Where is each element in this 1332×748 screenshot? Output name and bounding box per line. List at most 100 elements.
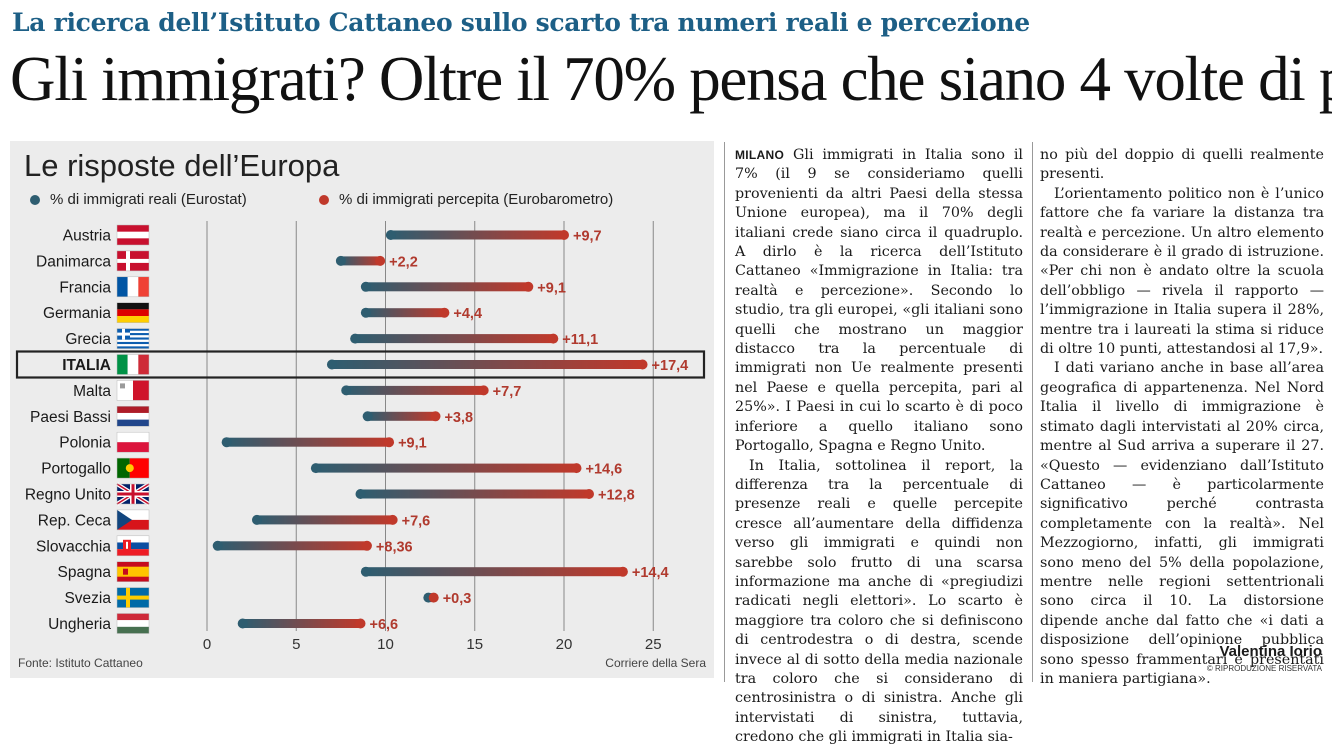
flag-part [138,354,149,375]
article-paragraph: L’orientamento politico non è l’unico fa… [1040,185,1324,358]
gap-label: +14,4 [632,565,669,581]
gap-bar [390,230,564,240]
gap-bar [331,360,643,369]
gap-bar [226,437,390,447]
real-value-point [237,618,248,629]
flag-border [116,561,150,582]
chart-credit: Corriere della Sera [605,656,706,670]
flag-part [117,330,149,334]
country-label: Spagna [58,564,112,581]
x-tick-label: 5 [292,636,300,653]
gap-label: +7,7 [493,384,522,400]
gap-bar [242,619,361,628]
x-tick-label: 20 [556,636,573,653]
austria-flag-icon [116,224,150,246]
chart-infographic: 0 5 10 15 20 25 Austria +9,7 Danimarca +2,2 Franci… [10,141,714,678]
legend-perceived: % di immigrati percepita (Eurobarometro) [319,191,613,208]
gap-bar [346,385,484,395]
sweden-flag-icon [116,587,150,608]
gap-label: +14,6 [585,462,622,478]
country-label: Paesi Bassi [30,409,111,426]
country-label: ITALIA [62,357,111,374]
x-tick-label: 10 [377,636,394,653]
article-paragraph: I dati variano anche in base all’area ge… [1040,360,1324,687]
flag-border [116,431,150,453]
flag-part [117,492,149,496]
dateline: MILANO [735,148,785,162]
real-value-point [212,540,223,551]
flag-part [117,626,149,634]
country-label: Svezia [64,590,111,607]
spain-flag-icon [116,561,150,582]
country-label: Danimarca [36,253,111,270]
gap-label: +17,4 [652,358,689,374]
flag-part [117,309,149,317]
perceived-value-point [637,359,648,370]
flag-part [117,613,149,621]
country-label: Portogallo [41,461,111,478]
flag-part [117,419,149,427]
flag-part [117,519,149,530]
perceived-value-point [571,463,582,474]
kicker: La ricerca dell’Istituto Cattaneo sullo … [12,8,1030,37]
legend-real-dot-icon [30,194,40,205]
real-value-point [251,514,262,525]
gap-bar [365,567,623,577]
flag-part [117,341,149,345]
author-byline: Valentina Iorio [1219,643,1322,660]
flag-border [116,483,150,505]
perceived-value-point [375,255,386,266]
gap-label: +6,6 [370,617,399,633]
netherlands-flag-icon [116,406,150,427]
flag-part [117,344,149,347]
flag-border [116,328,150,349]
flag-part [117,337,149,340]
flag-border [116,613,150,634]
malta-flag-icon [116,380,150,401]
gap-bar [315,463,577,473]
gap-label: +3,8 [444,410,473,426]
column-rule [724,142,725,682]
perceived-value-point [583,489,594,499]
flag-part [127,276,139,297]
hungary-flag-icon [116,613,150,634]
flag-border [116,535,150,557]
article-column-2: no più del doppio di quelli realmente pr… [1040,146,1324,689]
real-value-point [362,411,373,422]
flag-part [117,566,149,577]
flag-border [116,250,150,272]
flag-part [117,620,149,627]
flag-border [116,457,150,479]
gap-bar [365,308,445,318]
flag-part [117,354,128,375]
flag-part [138,276,149,297]
real-value-point [326,359,337,370]
highlight-box [15,350,706,379]
x-tick-label: 15 [466,636,483,653]
column-rule [1032,142,1033,682]
flag-part [117,535,149,543]
perceived-value-point [384,437,395,448]
flag-part [117,458,130,479]
perceived-value-point [387,514,398,525]
country-label: Polonia [59,435,111,452]
perceived-value-point [559,230,569,240]
gap-label: +12,8 [598,488,635,504]
gap-bar [355,334,554,344]
flag-part [117,333,149,336]
copyright-notice: © RIPRODUZIONE RISERVATA [1206,664,1322,673]
portugal-flag-icon [116,457,150,479]
gap-bar [365,282,529,292]
flag-border [116,509,150,531]
perceived-value-point [548,333,559,344]
flag-part [117,542,149,550]
real-value-point [341,385,352,396]
flag-border [116,276,150,298]
real-value-point [310,463,321,474]
country-label: Francia [59,279,111,296]
gap-bar [367,411,436,421]
poland-flag-icon [116,431,150,453]
flag-part [117,406,149,413]
legend-perceived-dot-icon [319,194,329,205]
gap-bar [217,541,367,551]
